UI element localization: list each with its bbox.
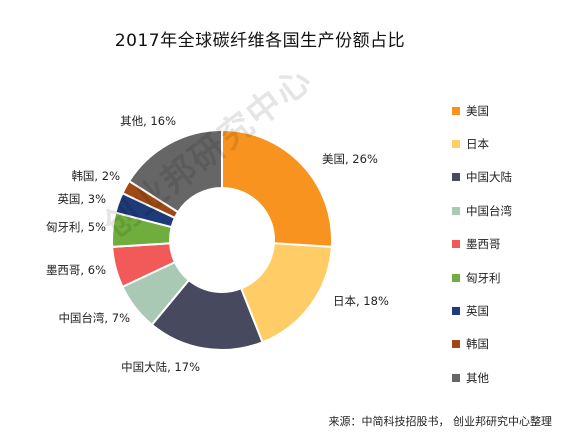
legend-item-7: 英国	[452, 294, 512, 327]
legend-swatch	[452, 240, 460, 249]
legend-item-6: 匈牙利	[452, 261, 512, 294]
slice-label-3: 中国大陆, 17%	[121, 360, 200, 374]
legend-label: 匈牙利	[466, 270, 501, 285]
legend-swatch	[452, 273, 460, 282]
legend-swatch	[452, 373, 460, 382]
legend-item-1: 美国	[452, 94, 512, 127]
legend-label: 美国	[466, 103, 489, 118]
chart-title: 2017年全球碳纤维各国生产份额占比	[114, 31, 406, 51]
legend-swatch	[452, 307, 460, 316]
legend-label: 墨西哥	[466, 237, 501, 252]
legend-item-8: 韩国	[452, 328, 512, 361]
legend-item-4: 中国台湾	[452, 194, 512, 227]
slice-label-7: 英国, 3%	[57, 192, 106, 206]
slice-label-2: 日本, 18%	[333, 294, 389, 308]
legend-item-2: 日本	[452, 127, 512, 160]
chart-legend: 美国日本中国大陆中国台湾墨西哥匈牙利英国韩国其他	[452, 94, 512, 395]
legend-item-9: 其他	[452, 361, 512, 394]
legend-label: 韩国	[466, 337, 489, 352]
legend-swatch	[452, 206, 460, 215]
legend-swatch	[452, 173, 460, 182]
legend-swatch	[452, 106, 460, 115]
slice-label-5: 墨西哥, 6%	[46, 263, 106, 277]
slice-2	[239, 242, 333, 344]
legend-label: 其他	[466, 370, 489, 385]
legend-item-3: 中国大陆	[452, 161, 512, 194]
legend-label: 英国	[466, 304, 489, 319]
legend-swatch	[452, 140, 460, 149]
slice-9	[127, 128, 223, 214]
slice-label-9: 其他, 16%	[120, 114, 176, 128]
slice-label-4: 中国台湾, 7%	[58, 311, 130, 325]
slice-label-8: 韩国, 2%	[71, 169, 120, 183]
slice-label-1: 美国, 26%	[322, 152, 378, 166]
legend-label: 中国台湾	[466, 203, 512, 218]
source-note: 来源：中简科技招股书， 创业邦研究中心整理	[328, 415, 553, 428]
legend-label: 日本	[466, 137, 489, 152]
slice-1	[221, 128, 333, 248]
legend-item-5: 墨西哥	[452, 228, 512, 261]
slice-label-6: 匈牙利, 5%	[46, 220, 106, 234]
legend-label: 中国大陆	[466, 170, 512, 185]
legend-swatch	[452, 340, 460, 349]
